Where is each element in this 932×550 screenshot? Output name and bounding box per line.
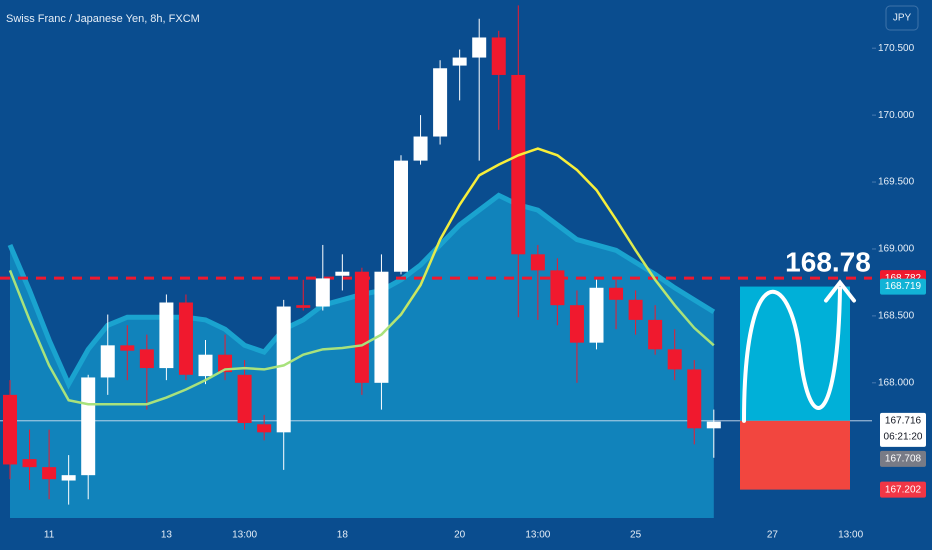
x-tick-label: 25 [630,530,642,541]
x-tick-label: 13 [161,530,173,541]
y-tick-label: 169.000 [878,244,915,255]
candle-body [472,37,487,58]
candle-body [413,136,428,161]
chart-title: Swiss Franc / Japanese Yen, 8h, FXCM [6,13,200,25]
price-tag [880,481,926,498]
y-tick-label: 168.000 [878,377,915,388]
candle-body [120,345,135,351]
candle-body [276,306,291,433]
price-tag-label: 168.719 [885,281,922,292]
candle-body [706,421,721,429]
candle-body [569,305,584,343]
candle-body [42,467,57,480]
candle-body [511,74,526,255]
price-tag [880,278,926,295]
countdown: 06:21:20 [884,431,923,442]
price-tag-label: 168.782 [885,273,922,284]
currency-button[interactable] [885,5,919,31]
candle-body [218,354,233,373]
candle-body [257,424,272,433]
price-tag-label: 167.716 [885,415,922,426]
candle-body [354,271,369,383]
candle-body [61,475,76,481]
stop-box [740,420,850,490]
candle-body [394,160,408,272]
candle-body [530,254,545,271]
candle-body [550,270,565,306]
candle-body [433,68,448,137]
candle-body [139,349,154,369]
candle-body [628,299,643,320]
candle-body [237,374,252,423]
candle-body [452,57,467,66]
price-tag [880,412,926,447]
candle-body [667,349,682,370]
annotation: 168.78 [785,247,871,278]
price-tag-label: 167.708 [885,453,922,464]
x-tick-label: 27 [767,530,779,541]
y-tick-label: 170.000 [878,110,915,121]
candle-body [198,354,213,377]
candle-body [374,271,389,383]
currency-label[interactable]: JPY [893,13,912,24]
price-tag [880,450,926,467]
y-tick-label: 168.500 [878,311,915,322]
price-tag-label: 167.202 [885,484,922,495]
x-tick-label: 11 [44,530,55,541]
candle-body [491,37,506,75]
candle-body [589,287,604,343]
candle-body [3,394,17,465]
x-tick-label: 13:00 [232,530,257,541]
candle-body [687,369,702,429]
y-tick-label: 170.500 [878,43,915,54]
candle-body [159,302,174,369]
x-tick-label: 18 [337,530,349,541]
candle-body [609,287,624,300]
candle-body [296,305,311,308]
ma-line [8,147,715,406]
x-tick-label: 13:00 [838,530,863,541]
x-tick-label: 13:00 [525,530,550,541]
plot [0,5,872,518]
y-tick-label: 169.500 [878,177,915,188]
x-tick-label: 20 [454,530,466,541]
candle-body [648,319,663,350]
candle-body [81,377,96,476]
candle-body [22,459,37,468]
candle-body [315,278,330,307]
candle-body [178,302,193,375]
candle-body [335,271,350,276]
candle-body [100,345,115,378]
wave-arrow [742,279,856,423]
